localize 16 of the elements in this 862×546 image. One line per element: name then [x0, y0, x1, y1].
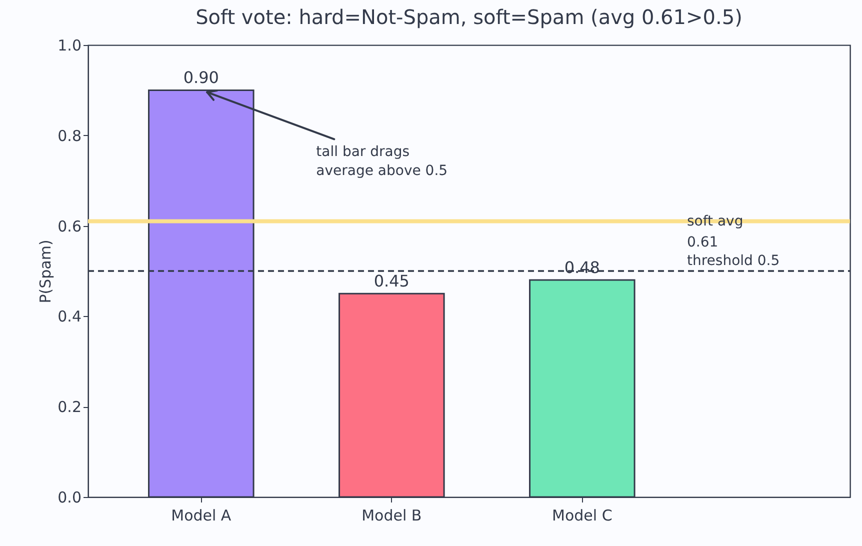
- x-tick-label: Model C: [552, 506, 612, 524]
- y-tick-label: 0.6: [58, 217, 82, 236]
- y-tick-label: 0.8: [58, 126, 82, 145]
- y-tick-label: 1.0: [58, 36, 82, 54]
- y-tick-label: 0.2: [58, 398, 82, 416]
- x-tick-label: Model B: [362, 506, 422, 524]
- y-axis-title: P(Spam): [36, 240, 55, 304]
- x-tick-label: Model A: [171, 506, 232, 524]
- y-tick-label: 0.4: [58, 308, 82, 326]
- ref-line-label: threshold 0.5: [687, 253, 780, 269]
- data-label: 0.48: [564, 258, 600, 278]
- chart-title: Soft vote: hard=Not-Spam, soft=Spam (avg 0.61>0.5): [196, 5, 742, 29]
- annotation: tall bar drags average above 0.5: [316, 144, 448, 180]
- data-label: 0.45: [374, 272, 410, 291]
- y-tick-label: 0.0: [58, 488, 82, 506]
- data-label: 0.90: [183, 68, 219, 88]
